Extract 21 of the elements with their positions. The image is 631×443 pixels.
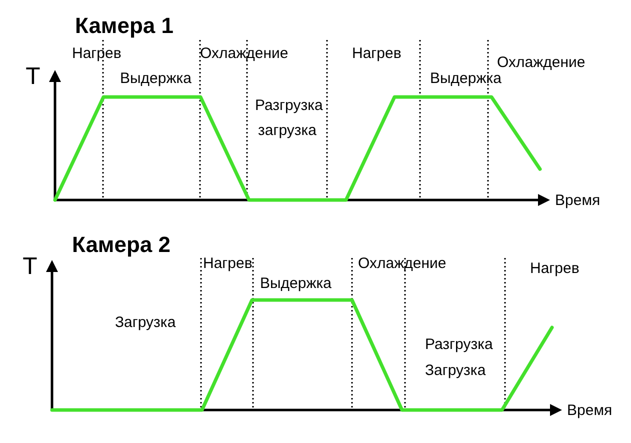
text: Охлаждение: [497, 54, 586, 71]
text: Выдержка: [430, 70, 502, 87]
x-axis-title: Время: [567, 402, 612, 419]
annotation: Загрузка: [425, 362, 486, 379]
y-axis-title: T: [22, 253, 38, 280]
annotation: Загрузка: [115, 314, 176, 331]
annotation: Разгрузка: [255, 97, 324, 114]
text: Выдержка: [120, 70, 192, 87]
text: Нагрев: [72, 45, 122, 62]
annotation: загрузка: [258, 122, 318, 139]
chart-title: Камера 2: [72, 232, 170, 257]
x-axis-title: Время: [555, 192, 600, 209]
annotation: Разгрузка: [425, 336, 494, 353]
text: Охлаждение: [358, 255, 446, 272]
text: Выдержка: [260, 275, 332, 292]
chart-title: Камера 1: [75, 13, 174, 38]
text: Нагрев: [352, 45, 402, 62]
y-axis-title: T: [26, 63, 41, 90]
text: Охлаждение: [200, 45, 288, 62]
text: Нагрев: [530, 260, 580, 277]
text: Нагрев: [203, 255, 252, 272]
